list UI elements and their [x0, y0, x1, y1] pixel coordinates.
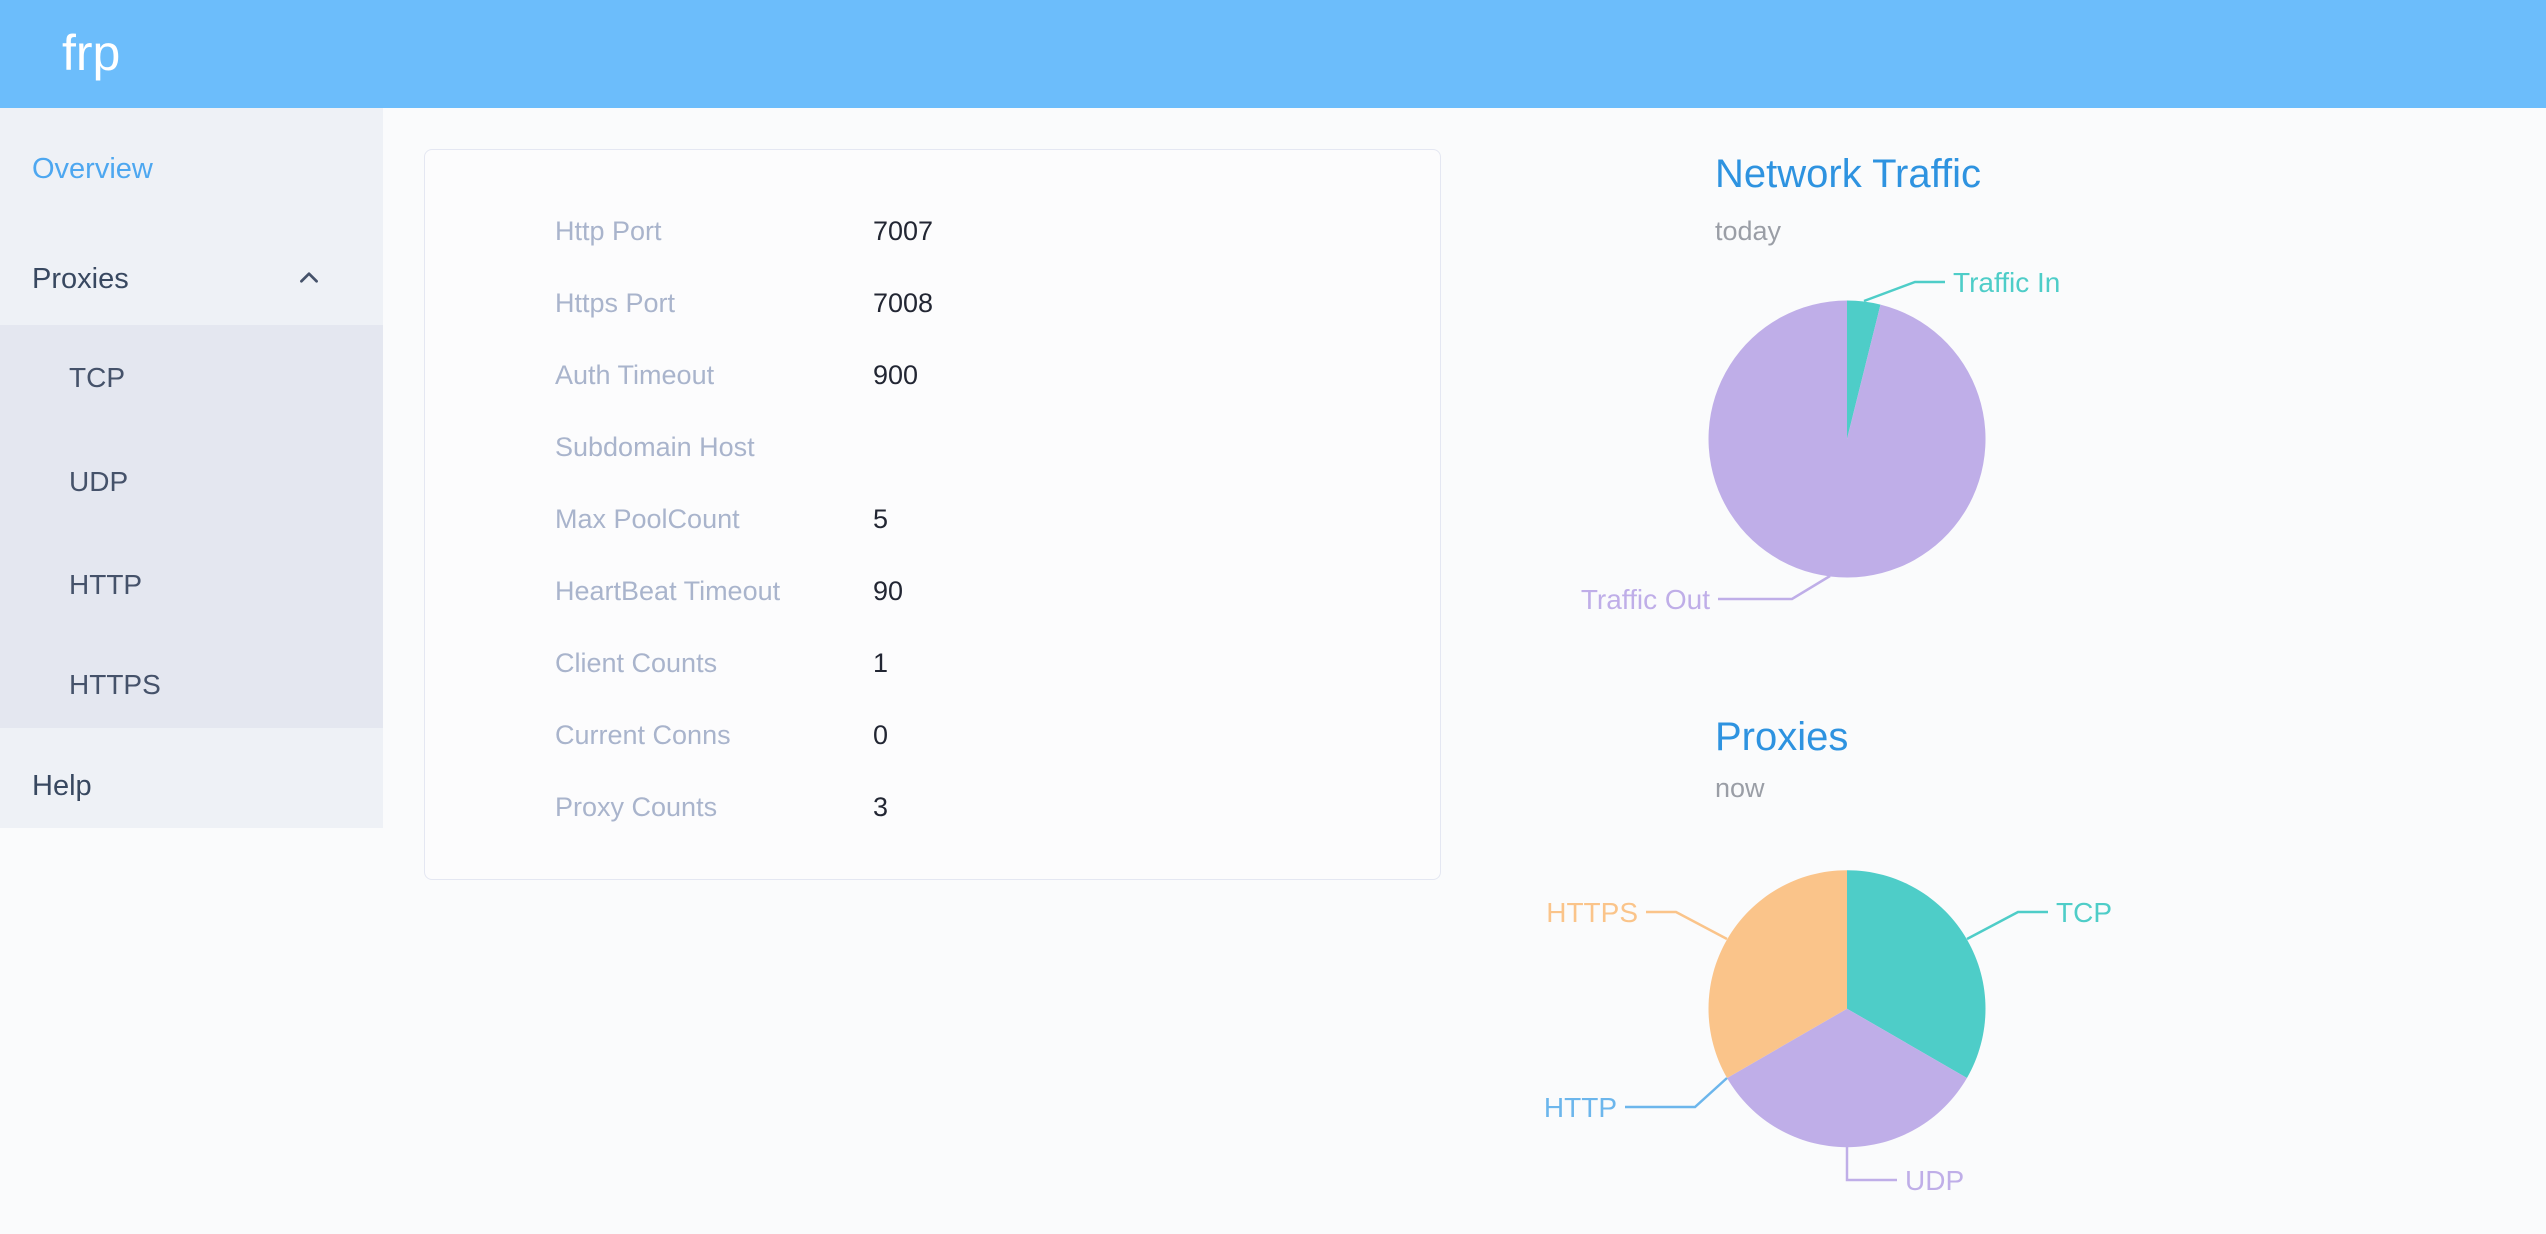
- svg-text:Traffic Out: Traffic Out: [1581, 584, 1710, 615]
- svg-text:HTTPS: HTTPS: [1546, 897, 1638, 928]
- svg-text:UDP: UDP: [1905, 1165, 1964, 1196]
- svg-text:Traffic In: Traffic In: [1953, 267, 2060, 298]
- svg-text:HTTP: HTTP: [1544, 1092, 1617, 1123]
- svg-text:TCP: TCP: [2056, 897, 2112, 928]
